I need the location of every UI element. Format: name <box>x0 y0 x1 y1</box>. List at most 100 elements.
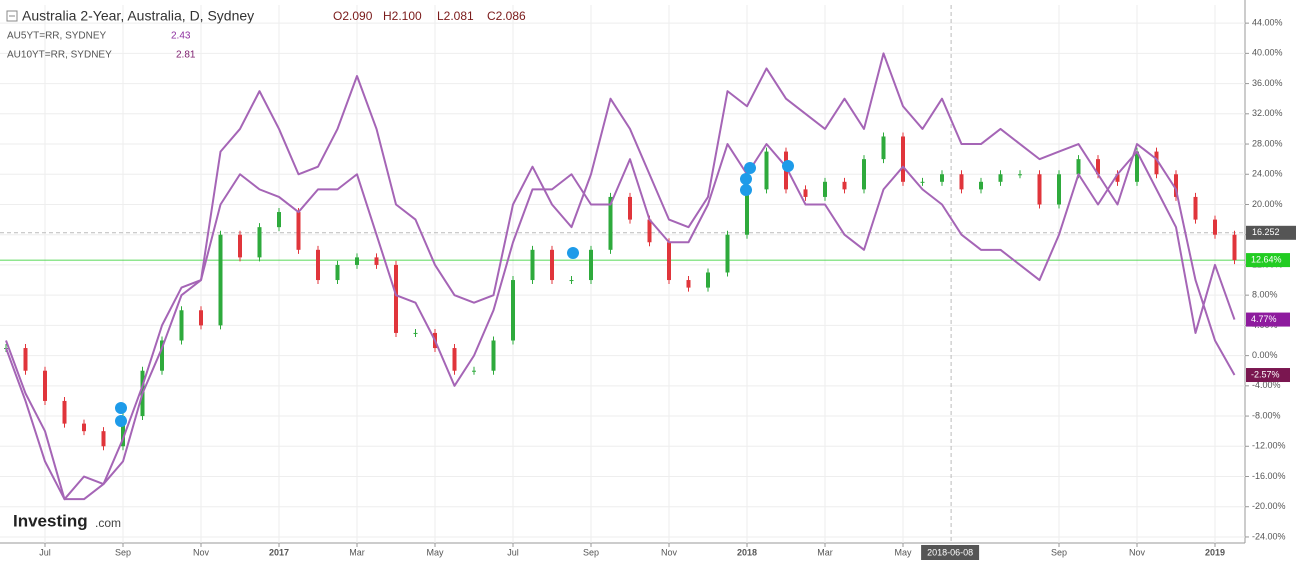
candle <box>179 310 184 341</box>
candle <box>667 242 671 281</box>
candle <box>628 196 632 220</box>
candle <box>589 249 593 281</box>
candle <box>745 189 749 235</box>
candle <box>238 234 242 258</box>
candle <box>608 196 613 250</box>
candle <box>686 280 691 288</box>
x-tick-label: Sep <box>583 547 599 557</box>
event-marker[interactable] <box>740 173 752 185</box>
candle <box>101 431 106 447</box>
y-tick-label: 8.00% <box>1252 290 1278 300</box>
candle <box>62 400 67 424</box>
event-marker[interactable] <box>782 160 794 172</box>
candle <box>23 348 28 371</box>
candle <box>1174 174 1178 197</box>
candle <box>296 212 301 250</box>
series-line <box>5 52 1236 501</box>
y-tick-label: 44.00% <box>1252 18 1283 28</box>
candle <box>647 219 652 243</box>
candle <box>569 280 574 282</box>
x-tick-label: Jul <box>507 547 519 557</box>
x-tick-label: Sep <box>115 547 131 557</box>
event-marker[interactable] <box>115 402 127 414</box>
candle <box>511 280 515 341</box>
candle <box>979 181 983 190</box>
x-tick-label: Mar <box>349 547 365 557</box>
x-tick-label: 2017 <box>269 547 289 557</box>
candle <box>959 174 964 190</box>
y-tick-label: -20.00% <box>1252 501 1286 511</box>
chart-title: Australia 2-Year, Australia, D, Sydney <box>22 8 254 24</box>
x-tick-label: Nov <box>661 547 678 557</box>
last-value-label-bg <box>1246 253 1290 268</box>
x-tick-label: May <box>894 547 912 557</box>
event-marker[interactable] <box>115 415 127 427</box>
x-tick-label: Mar <box>817 547 833 557</box>
candle <box>1135 151 1139 182</box>
candle <box>1232 234 1237 261</box>
candle <box>1076 159 1081 175</box>
candle <box>1057 174 1061 205</box>
x-tick-label: Jul <box>39 547 51 557</box>
candle <box>803 189 808 197</box>
candle <box>316 249 320 281</box>
last-value-label-bg <box>1246 368 1290 383</box>
x-tick-label: 2019 <box>1205 547 1225 557</box>
candle <box>725 234 730 273</box>
candle <box>121 416 125 447</box>
brand-suffix: .com <box>95 516 121 530</box>
candle <box>842 181 847 190</box>
candle <box>1115 174 1120 182</box>
last-value-label: 12.64% <box>1251 254 1282 264</box>
last-value-label-bg <box>1246 312 1290 327</box>
candle <box>1193 196 1198 220</box>
candle <box>1018 174 1022 176</box>
y-tick-label: -24.00% <box>1252 531 1286 541</box>
candle <box>218 234 223 326</box>
legend-value: 2.81 <box>176 50 196 61</box>
candle <box>257 227 262 258</box>
candle <box>1037 174 1042 205</box>
event-marker[interactable] <box>744 162 756 174</box>
series-line <box>5 143 1236 501</box>
collapse-icon[interactable] <box>6 10 18 22</box>
y-tick-label: 0.00% <box>1252 350 1278 360</box>
last-value-label: 4.77% <box>1251 314 1277 324</box>
candle <box>881 136 886 160</box>
candle <box>920 181 925 183</box>
candle <box>1096 159 1100 175</box>
event-marker[interactable] <box>740 184 752 196</box>
y-tick-label: -16.00% <box>1252 471 1286 481</box>
crosshair-x-label: 2018-06-08 <box>927 547 973 557</box>
ohlc-value: L2.081 <box>437 9 474 23</box>
event-marker[interactable] <box>567 247 579 259</box>
candle <box>472 370 476 372</box>
candle <box>199 310 203 326</box>
crosshair-y-label: 16.252 <box>1252 227 1280 237</box>
crosshair-y-label-bg <box>1246 225 1296 240</box>
candle <box>277 212 281 228</box>
ohlc-value: O2.090 <box>333 9 373 23</box>
legend-value: 2.43 <box>171 31 191 42</box>
candle <box>355 257 359 265</box>
candle <box>491 340 496 371</box>
y-tick-label: 28.00% <box>1252 138 1283 148</box>
candle <box>1154 151 1159 175</box>
legend-name: AU5YT=RR, SYDNEY <box>7 31 107 42</box>
x-tick-label: Nov <box>193 547 210 557</box>
candle <box>413 332 418 334</box>
candle <box>452 348 457 371</box>
candle <box>940 174 944 182</box>
y-tick-label: 36.00% <box>1252 78 1283 88</box>
crosshair-x-label-bg <box>921 545 980 560</box>
candle <box>862 159 866 190</box>
legend-name: AU10YT=RR, SYDNEY <box>7 50 112 61</box>
candle <box>550 249 554 281</box>
brand: Investing <box>13 511 88 530</box>
x-tick-label: Sep <box>1051 547 1067 557</box>
candle <box>82 423 86 432</box>
y-tick-label: -12.00% <box>1252 441 1286 451</box>
y-tick-label: 20.00% <box>1252 199 1283 209</box>
